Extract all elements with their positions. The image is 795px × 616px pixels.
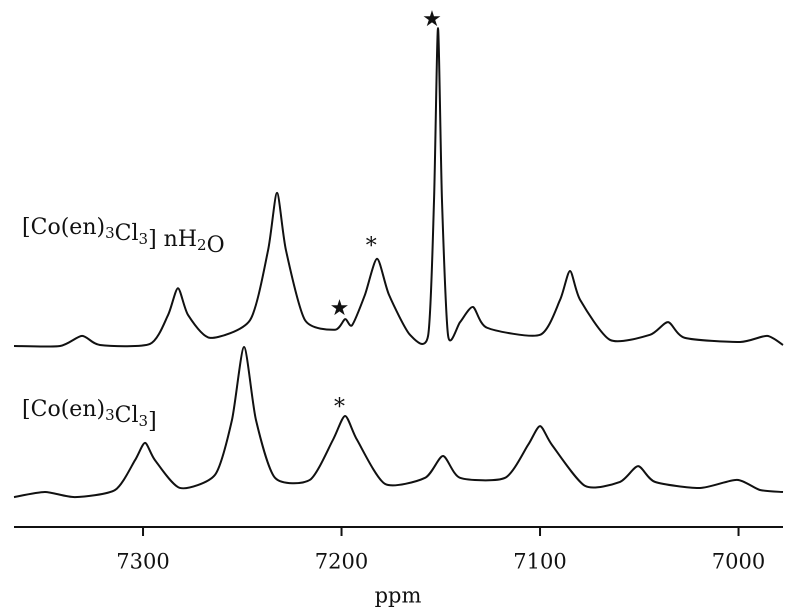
x-tick-label: 7100 xyxy=(513,550,566,574)
series-label: [Co(en)3Cl3] nH2O xyxy=(22,215,225,258)
peak-marker: ★ xyxy=(330,296,350,321)
peak-marker: * xyxy=(366,234,377,259)
spectrum-line xyxy=(13,27,784,348)
x-tick-label: 7200 xyxy=(315,550,368,574)
x-tick-label: 7000 xyxy=(712,550,765,574)
x-tick-label: 7300 xyxy=(116,550,169,574)
peak-marker: ★ xyxy=(422,7,442,32)
peak-marker: * xyxy=(334,395,345,420)
spectrum-line xyxy=(13,346,784,499)
series-label: [Co(en)3Cl3] xyxy=(22,397,157,434)
x-axis-label: ppm xyxy=(375,584,422,608)
